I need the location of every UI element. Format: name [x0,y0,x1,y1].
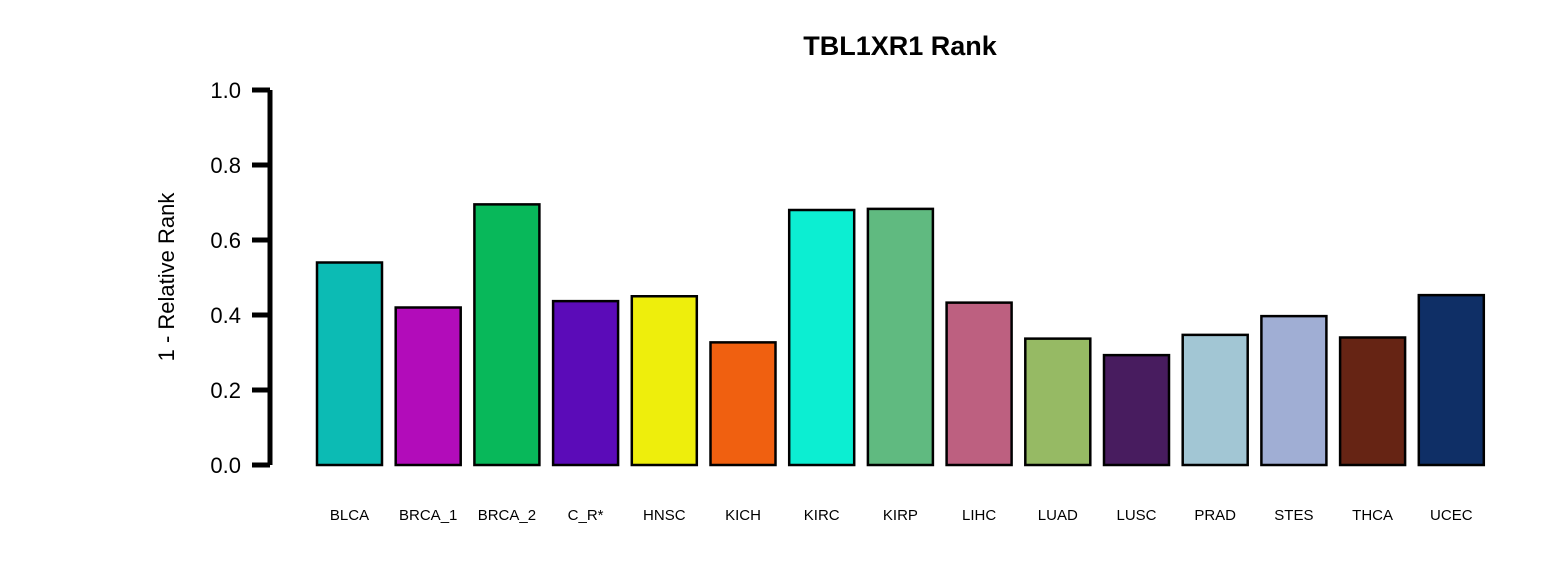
y-tick-label: 0.4 [210,303,241,328]
x-tick-label: BRCA_1 [399,507,457,524]
chart-title: TBL1XR1 Rank [803,31,998,61]
y-tick-label: 0.6 [210,228,241,253]
bar-ucec [1417,293,1486,467]
x-tick-label: LUAD [1038,507,1078,524]
bar-kirp [866,207,935,467]
bar-lusc [1102,353,1171,467]
y-axis: 0.0 0.2 0.4 0.6 0.8 1.0 [210,78,273,478]
bar-luad [1024,337,1092,467]
bar-kirc [787,208,856,467]
bar-kich [709,341,777,467]
y-tick-label: 0.0 [210,453,241,478]
bar-blca [315,261,384,467]
x-tick-label: C_R* [568,507,604,524]
x-tick-label: LIHC [962,507,996,524]
bar-stes [1260,314,1328,467]
x-tick-label: KIRC [804,507,840,524]
bar-brca-2 [473,203,541,467]
x-tick-label: BLCA [330,507,369,524]
x-tick-label: PRAD [1194,507,1236,524]
y-tick-label: 0.8 [210,153,241,178]
bar-thca [1338,336,1407,467]
bar-lihc [945,301,1013,467]
x-tick-label: LUSC [1116,507,1156,524]
bar-brca-1 [394,306,462,467]
bar-hnsc [630,295,699,467]
y-axis-label: 1 - Relative Rank [154,192,179,362]
x-tick-label: UCEC [1430,507,1473,524]
bars [315,203,1486,467]
x-tick-label: BRCA_2 [478,507,536,524]
x-axis-labels: BLCA BRCA_1 BRCA_2 C_R* HNSC KICH KIRC KIRP LIHC… [330,507,1473,524]
bar-c-r- [551,299,620,467]
x-tick-label: KIRP [883,507,918,524]
bar-prad [1181,333,1249,467]
x-tick-label: STES [1274,507,1313,524]
x-tick-label: HNSC [643,507,686,524]
y-tick-label: 0.2 [210,378,241,403]
x-tick-label: KICH [725,507,761,524]
x-tick-label: THCA [1352,507,1393,524]
y-tick-label: 1.0 [210,78,241,103]
